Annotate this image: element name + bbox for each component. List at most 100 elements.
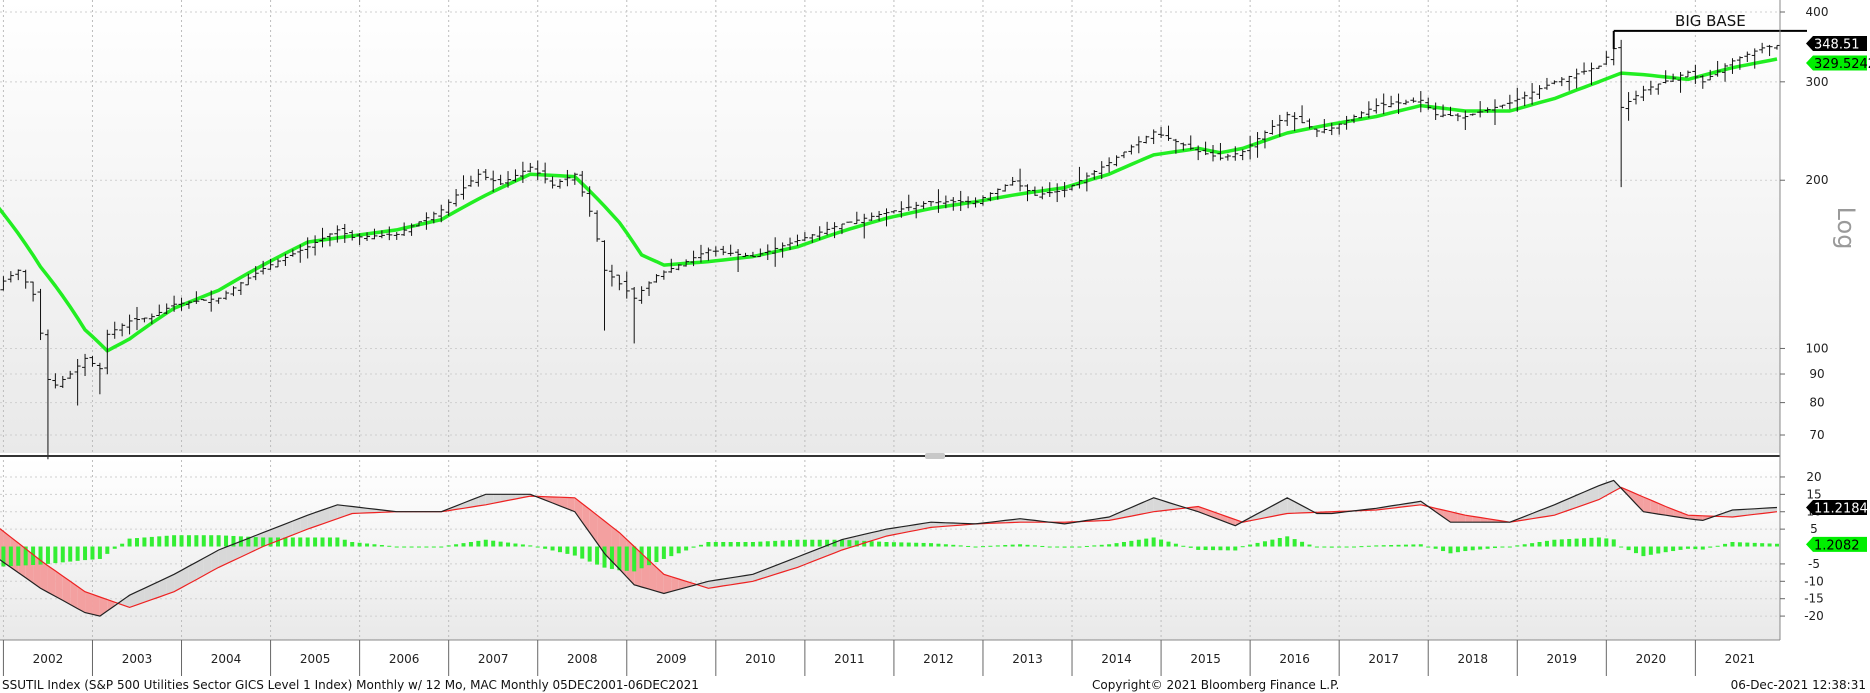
histogram-bar bbox=[1648, 546, 1653, 555]
histogram-bar bbox=[587, 546, 592, 562]
macd-fill-bullish bbox=[931, 522, 939, 528]
histogram-bar bbox=[416, 546, 421, 548]
histogram-bar bbox=[1121, 542, 1126, 547]
histogram-bar bbox=[1314, 546, 1319, 548]
last-ma-tag: 329.5242 bbox=[1806, 55, 1870, 72]
histogram-bar bbox=[869, 541, 874, 547]
histogram-bar bbox=[728, 542, 733, 547]
footer-bar bbox=[0, 676, 1870, 693]
histogram-bar bbox=[721, 542, 726, 547]
histogram-bar bbox=[1582, 538, 1587, 547]
histogram-bar bbox=[1010, 544, 1015, 547]
macd-fill-bullish bbox=[797, 554, 805, 568]
macd-fill-bearish bbox=[1636, 493, 1644, 512]
histogram-bar bbox=[899, 542, 904, 547]
macd-fill-bullish bbox=[708, 580, 716, 589]
last-price-tag: 348.51 bbox=[1806, 35, 1867, 52]
macd-fill-bullish bbox=[315, 510, 323, 527]
histogram-bar bbox=[661, 546, 666, 559]
histogram-bar bbox=[802, 539, 807, 547]
histogram-bar bbox=[773, 540, 778, 547]
histogram-bar bbox=[8, 546, 13, 567]
histogram-bar bbox=[224, 535, 229, 547]
histogram-bar bbox=[320, 537, 325, 547]
histogram-bar bbox=[1285, 536, 1290, 547]
macd-fill-bullish bbox=[775, 562, 783, 575]
macd-fill-bullish bbox=[1739, 509, 1748, 517]
macd-fill-bearish bbox=[47, 565, 56, 597]
histogram-bar bbox=[31, 546, 36, 565]
macd-fill-bearish bbox=[1465, 515, 1473, 523]
histogram-bar bbox=[528, 545, 533, 547]
histogram-bar bbox=[817, 539, 822, 547]
year-label: 2021 bbox=[1725, 652, 1756, 666]
macd-fill-bullish bbox=[1146, 497, 1154, 514]
histogram-bar bbox=[142, 537, 147, 547]
log-scale-label[interactable]: Log bbox=[1832, 207, 1860, 250]
macd-y-tick-label: 5 bbox=[1810, 522, 1818, 536]
histogram-bar bbox=[1730, 542, 1735, 547]
histogram-bar bbox=[914, 542, 919, 547]
histogram-bar bbox=[973, 546, 978, 548]
footer-timestamp: 06-Dec-2021 12:38:31 bbox=[1731, 678, 1866, 692]
histogram-bar bbox=[1107, 544, 1112, 547]
macd-fill-bullish bbox=[723, 577, 731, 586]
histogram-bar bbox=[75, 546, 80, 561]
histogram-bar bbox=[609, 546, 614, 569]
price-y-tick-label: 400 bbox=[1806, 5, 1829, 19]
macd-fill-bearish bbox=[107, 599, 115, 611]
histogram-bar bbox=[1463, 546, 1468, 552]
histogram-bar bbox=[810, 539, 815, 547]
histogram-bar bbox=[1715, 545, 1720, 547]
panel-resize-handle[interactable] bbox=[925, 453, 945, 459]
year-label: 2008 bbox=[567, 652, 598, 666]
macd-fill-bearish bbox=[40, 560, 48, 593]
histogram-bar bbox=[83, 546, 88, 561]
histogram-bar bbox=[1262, 541, 1267, 547]
year-label: 2019 bbox=[1547, 652, 1578, 666]
histogram-bar bbox=[201, 535, 206, 547]
macd-fill-bullish bbox=[463, 500, 471, 509]
year-label: 2002 bbox=[33, 652, 64, 666]
histogram-bar bbox=[602, 546, 607, 568]
histogram-bar bbox=[520, 544, 525, 547]
histogram-bar bbox=[1233, 546, 1238, 551]
histogram-bar bbox=[1307, 544, 1312, 547]
histogram-bar bbox=[1084, 545, 1089, 547]
histogram-bar bbox=[424, 546, 429, 548]
histogram-bar bbox=[1270, 539, 1275, 547]
macd-y-tick-label: -5 bbox=[1808, 557, 1820, 571]
macd-y-tick-label: 15 bbox=[1806, 487, 1821, 501]
price-bars bbox=[0, 39, 1780, 460]
macd-fill-bullish bbox=[1591, 485, 1599, 503]
histogram-bar bbox=[1403, 544, 1408, 547]
histogram-bar bbox=[194, 535, 199, 547]
histogram-bar bbox=[387, 545, 392, 547]
histogram-bar bbox=[1352, 546, 1357, 548]
histogram-bar bbox=[246, 536, 251, 547]
histogram-bar bbox=[327, 537, 332, 547]
year-label: 2012 bbox=[923, 652, 954, 666]
histogram-bar bbox=[365, 543, 370, 547]
histogram-bar bbox=[1700, 546, 1705, 550]
histogram-bar bbox=[1426, 546, 1431, 548]
histogram-bar bbox=[1144, 538, 1149, 547]
histogram-bar bbox=[750, 542, 755, 547]
histogram-bar bbox=[357, 542, 362, 547]
histogram-bar bbox=[1196, 546, 1201, 550]
histogram-bar bbox=[1151, 537, 1156, 547]
macd-fill-bullish bbox=[864, 532, 872, 544]
histogram-bar bbox=[743, 542, 748, 547]
histogram-bar bbox=[1092, 545, 1097, 547]
histogram-bar bbox=[1470, 546, 1475, 551]
histogram-bar bbox=[854, 540, 859, 547]
macd-fill-bullish bbox=[1598, 483, 1607, 500]
last-hist-tag: 1.2082 bbox=[1806, 536, 1867, 553]
year-label: 2020 bbox=[1636, 652, 1667, 666]
histogram-bar bbox=[788, 540, 793, 547]
histogram-bar bbox=[1240, 546, 1245, 548]
year-label: 2013 bbox=[1012, 652, 1043, 666]
year-label: 2018 bbox=[1457, 652, 1488, 666]
histogram-bar bbox=[342, 539, 347, 547]
macd-fill-bullish bbox=[1554, 501, 1562, 516]
